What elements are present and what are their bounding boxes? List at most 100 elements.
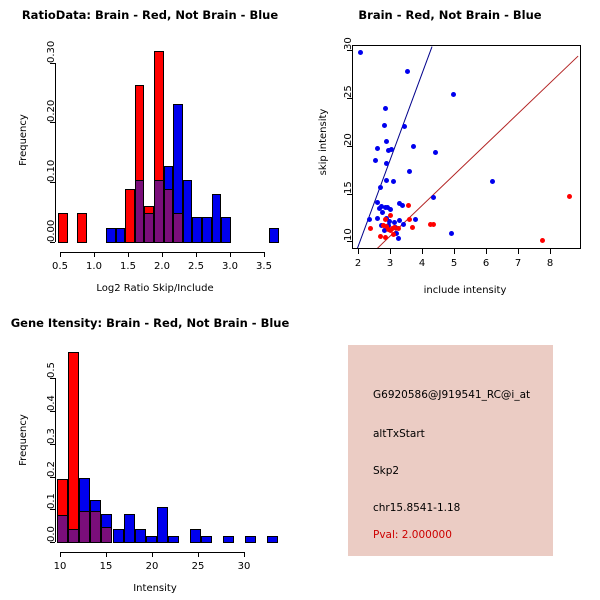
histogram-bar-blue — [267, 536, 279, 543]
histogram-bar-blue — [211, 194, 222, 243]
histogram-bar-blue — [145, 536, 157, 543]
info-event-type: altTxStart — [373, 428, 425, 440]
info-pval: Pval: 2.000000 — [373, 529, 452, 541]
ratio-y-tick-030 — [50, 63, 55, 64]
scatter-point-blue — [383, 139, 389, 145]
scatter-x-ticklabel-4: 4 — [418, 258, 426, 269]
ratio-x-ticklabel-20: 2.0 — [154, 261, 170, 272]
gene-x-ticklabel-20: 20 — [145, 561, 159, 572]
histogram-bar-blue — [182, 179, 193, 243]
scatter-point-blue — [366, 216, 372, 222]
scatter-point-red — [377, 234, 383, 239]
scatter-point-blue — [393, 231, 399, 237]
scatter-point-red — [387, 212, 393, 218]
ratio-histogram-bars — [55, 45, 285, 243]
scatter-point-red — [368, 226, 374, 232]
scatter-point-blue — [402, 123, 408, 129]
histogram-bar-overlap — [68, 529, 80, 543]
histogram-bar-blue — [115, 228, 126, 243]
scatter-point-blue — [378, 222, 384, 228]
histogram-bar-overlap — [90, 511, 102, 543]
scatter-point-blue — [381, 228, 387, 234]
scatter-point-red — [382, 216, 388, 222]
info-panel-background: G6920586@J919541_RC@i_at altTxStart Skp2… — [348, 345, 553, 556]
scatter-point-red — [406, 203, 412, 209]
scatter-x-tick-4 — [422, 249, 423, 254]
scatter-point-blue — [382, 105, 388, 111]
gene-y-tick-04 — [50, 411, 55, 412]
histogram-bar-blue — [223, 536, 235, 543]
scatter-point-blue — [433, 149, 439, 155]
scatter-y-tick-30 — [347, 50, 352, 51]
panel-ratio-histogram: RatioData: Brain - Red, Not Brain - Blue… — [0, 0, 300, 300]
gene-y-tick-01 — [50, 509, 55, 510]
histogram-bar-blue — [106, 228, 116, 243]
scatter-x-tick-5 — [454, 249, 455, 254]
scatter-x-ticklabel-2: 2 — [354, 258, 362, 269]
histogram-bar-blue — [201, 216, 212, 243]
gene-x-tick-15 — [106, 552, 107, 557]
gene-x-ticklabel-15: 15 — [99, 561, 113, 572]
scatter-point-red — [391, 232, 397, 238]
scatter-point-blue — [397, 217, 403, 223]
scatter-point-red — [390, 226, 396, 232]
scatter-y-axis-label: skip intensity — [318, 108, 329, 176]
scatter-point-blue — [381, 122, 387, 128]
scatter-x-tick-2 — [358, 249, 359, 254]
ratio-x-tick-15 — [128, 252, 129, 257]
gene-y-axis-label: Frequency — [18, 414, 29, 466]
histogram-bar-blue — [192, 216, 202, 243]
ratio-x-tick-20 — [162, 252, 163, 257]
info-locus: chr15.8541-1.18 — [373, 502, 461, 514]
gene-x-ticklabel-10: 10 — [53, 561, 67, 572]
gene-x-ticklabel-25: 25 — [191, 561, 205, 572]
scatter-point-blue — [374, 199, 380, 205]
histogram-bar-overlap — [134, 179, 145, 243]
histogram-bar-overlap — [79, 511, 91, 543]
scatter-point-blue — [410, 144, 416, 150]
scatter-point-blue — [448, 231, 454, 237]
panel-gene-histogram: Gene Itensity: Brain - Red, Not Brain - … — [0, 300, 300, 600]
histogram-bar-blue — [167, 536, 179, 543]
ratio-y-tick-010 — [50, 182, 55, 183]
ratio-x-tick-25 — [196, 252, 197, 257]
scatter-point-blue — [377, 185, 383, 191]
scatter-point-red — [381, 223, 387, 229]
ratio-x-tick-35 — [264, 252, 265, 257]
scatter-point-blue — [377, 206, 383, 212]
ratio-x-tick-05 — [60, 252, 61, 257]
scatter-frame-top — [352, 45, 581, 46]
histogram-bar-overlap — [173, 213, 183, 243]
ratio-x-tick-30 — [230, 252, 231, 257]
ratio-x-ticklabel-35: 3.5 — [256, 261, 272, 272]
histogram-bar-red — [125, 189, 135, 243]
scatter-point-red — [384, 224, 390, 230]
histogram-bar-blue — [245, 536, 257, 543]
histogram-bar-red — [77, 213, 87, 243]
scatter-point-red — [395, 226, 401, 232]
scatter-point-blue — [400, 203, 406, 209]
gene-y-tick-05 — [50, 378, 55, 379]
histogram-bar-blue — [269, 228, 279, 243]
scatter-point-blue — [386, 218, 392, 224]
histogram-bar-blue — [200, 536, 212, 543]
scatter-x-ticklabel-3: 3 — [386, 258, 394, 269]
scatter-point-blue — [451, 92, 457, 98]
ratio-x-ticklabel-25: 2.5 — [188, 261, 204, 272]
scatter-point-red — [406, 216, 412, 222]
histogram-bar-red — [68, 351, 80, 543]
scatter-x-ticklabel-5: 5 — [450, 258, 458, 269]
scatter-point-blue — [384, 177, 390, 183]
scatter-point-red — [382, 234, 388, 240]
gene-y-tick-02 — [50, 477, 55, 478]
scatter-x-axis-label: include intensity — [423, 285, 507, 296]
info-gene-symbol: Skp2 — [373, 465, 400, 477]
ratio-x-ticklabel-05: 0.5 — [52, 261, 68, 272]
scatter-y-tick-20 — [347, 146, 352, 147]
scatter-point-blue — [401, 221, 407, 227]
scatter-point-blue — [412, 216, 418, 222]
scatter-y-tick-10 — [347, 241, 352, 242]
ratio-y-axis-label: Frequency — [18, 114, 29, 166]
gene-x-tick-10 — [60, 552, 61, 557]
histogram-bar-overlap — [163, 189, 174, 243]
